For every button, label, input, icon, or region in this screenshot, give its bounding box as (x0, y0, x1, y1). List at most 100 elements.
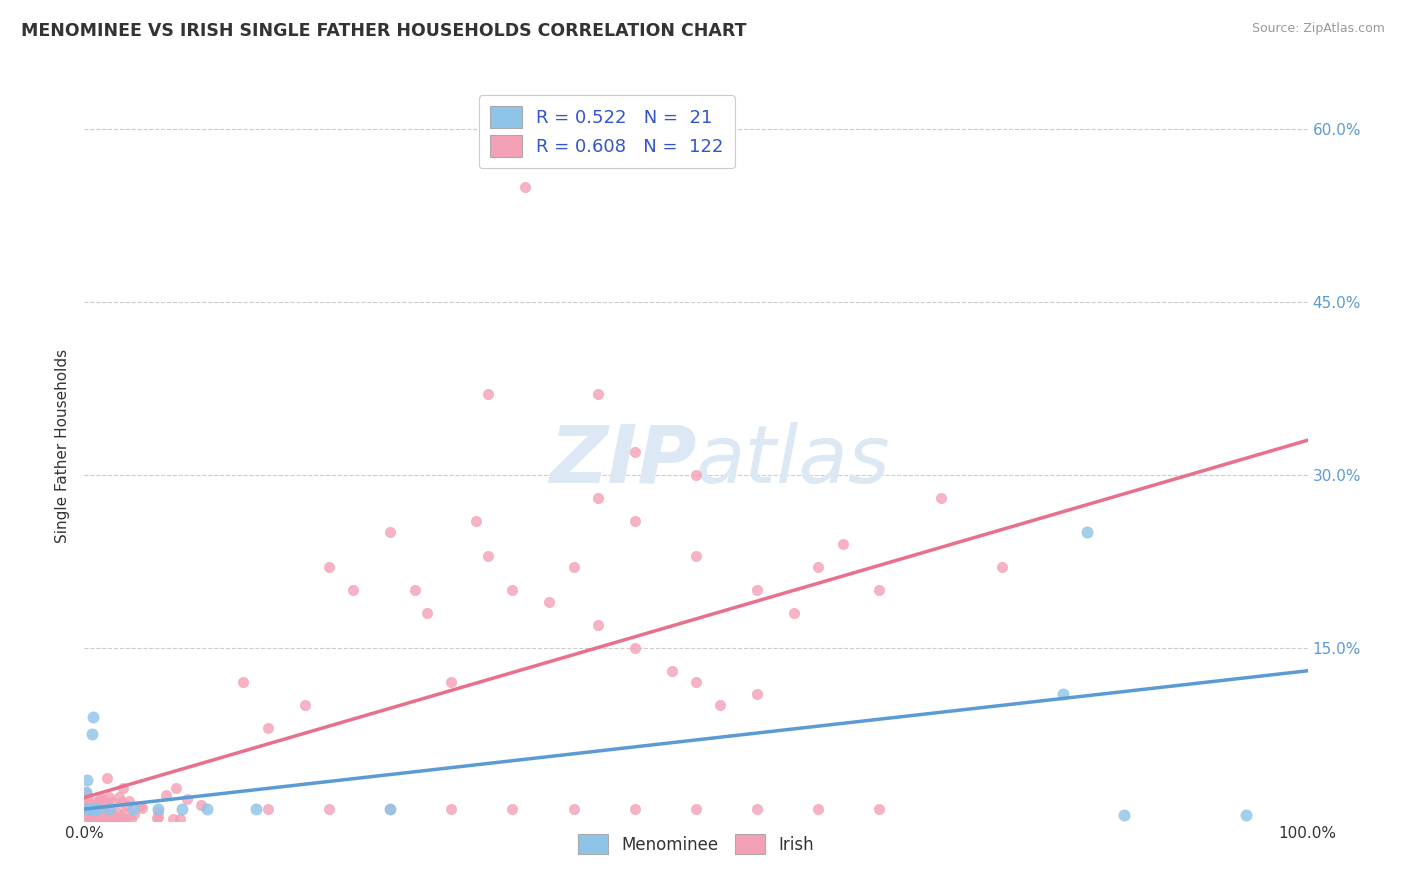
Point (94, 809, 117, 823)
Point (91, 797, 114, 811)
Point (84, 802, 107, 816)
Point (146, 810, 169, 824)
Point (747, 687, 769, 701)
Point (80, 806, 103, 821)
Point (195, 802, 218, 816)
Point (76, 792, 98, 806)
Y-axis label: Single Father Households: Single Father Households (55, 349, 70, 543)
Point (155, 789, 177, 803)
Point (586, 617, 609, 632)
Point (685, 802, 707, 816)
Point (77, 802, 100, 816)
Point (380, 802, 402, 816)
Point (464, 514, 486, 528)
Point (294, 698, 316, 713)
Point (90, 812, 112, 826)
Point (380, 525, 402, 540)
Point (96, 771, 118, 785)
Point (416, 606, 439, 620)
Point (77, 802, 100, 816)
Point (90, 804, 112, 818)
Point (783, 606, 806, 620)
Point (114, 812, 136, 826)
Point (77, 806, 100, 821)
Point (342, 583, 364, 598)
Text: MENOMINEE VS IRISH SINGLE FATHER HOUSEHOLDS CORRELATION CHART: MENOMINEE VS IRISH SINGLE FATHER HOUSEHO… (21, 22, 747, 40)
Point (96, 795, 118, 809)
Point (86, 813, 108, 827)
Point (513, 179, 536, 194)
Point (101, 795, 124, 809)
Point (929, 491, 952, 505)
Point (624, 514, 647, 528)
Point (257, 722, 280, 736)
Point (110, 810, 132, 824)
Point (685, 549, 707, 563)
Point (169, 812, 191, 826)
Point (96, 796, 118, 810)
Point (747, 583, 769, 598)
Point (538, 594, 561, 608)
Point (624, 802, 647, 816)
Point (118, 794, 141, 808)
Point (93, 807, 115, 822)
Point (122, 802, 145, 816)
Point (101, 806, 124, 821)
Point (82, 710, 104, 724)
Point (94, 808, 117, 822)
Point (90, 811, 112, 825)
Point (76, 805, 98, 819)
Point (107, 812, 129, 826)
Point (83, 809, 105, 823)
Point (165, 781, 187, 796)
Point (172, 802, 194, 816)
Point (112, 806, 135, 821)
Point (87, 803, 110, 817)
Point (624, 444, 647, 458)
Point (80, 727, 103, 741)
Point (190, 797, 212, 812)
Point (120, 812, 142, 826)
Point (129, 798, 152, 813)
Point (86, 802, 108, 816)
Point (84, 797, 107, 812)
Point (93, 795, 115, 809)
Legend: Menominee, Irish: Menominee, Irish (571, 828, 821, 861)
Point (318, 560, 340, 574)
Point (1052, 687, 1074, 701)
Point (97, 789, 120, 804)
Point (807, 560, 830, 574)
Point (91, 809, 114, 823)
Point (991, 560, 1014, 574)
Point (709, 698, 731, 713)
Point (75, 797, 97, 811)
Point (538, 99, 561, 113)
Point (108, 789, 131, 804)
Point (440, 675, 463, 690)
Point (108, 812, 131, 826)
Point (257, 802, 280, 816)
Point (87, 794, 110, 808)
Point (87, 806, 110, 821)
Point (122, 807, 145, 822)
Point (79, 801, 101, 815)
Point (94, 812, 117, 826)
Point (98, 814, 121, 828)
Point (232, 675, 254, 690)
Point (747, 802, 769, 816)
Point (76, 773, 98, 788)
Point (586, 387, 609, 401)
Point (146, 802, 169, 816)
Point (685, 675, 707, 690)
Point (624, 640, 647, 655)
Point (502, 583, 524, 598)
Point (84, 811, 107, 825)
Text: Source: ZipAtlas.com: Source: ZipAtlas.com (1251, 22, 1385, 36)
Point (111, 795, 134, 809)
Point (502, 802, 524, 816)
Point (90, 791, 112, 805)
Point (1114, 808, 1136, 822)
Point (807, 802, 830, 816)
Point (661, 664, 683, 678)
Point (73, 814, 96, 828)
